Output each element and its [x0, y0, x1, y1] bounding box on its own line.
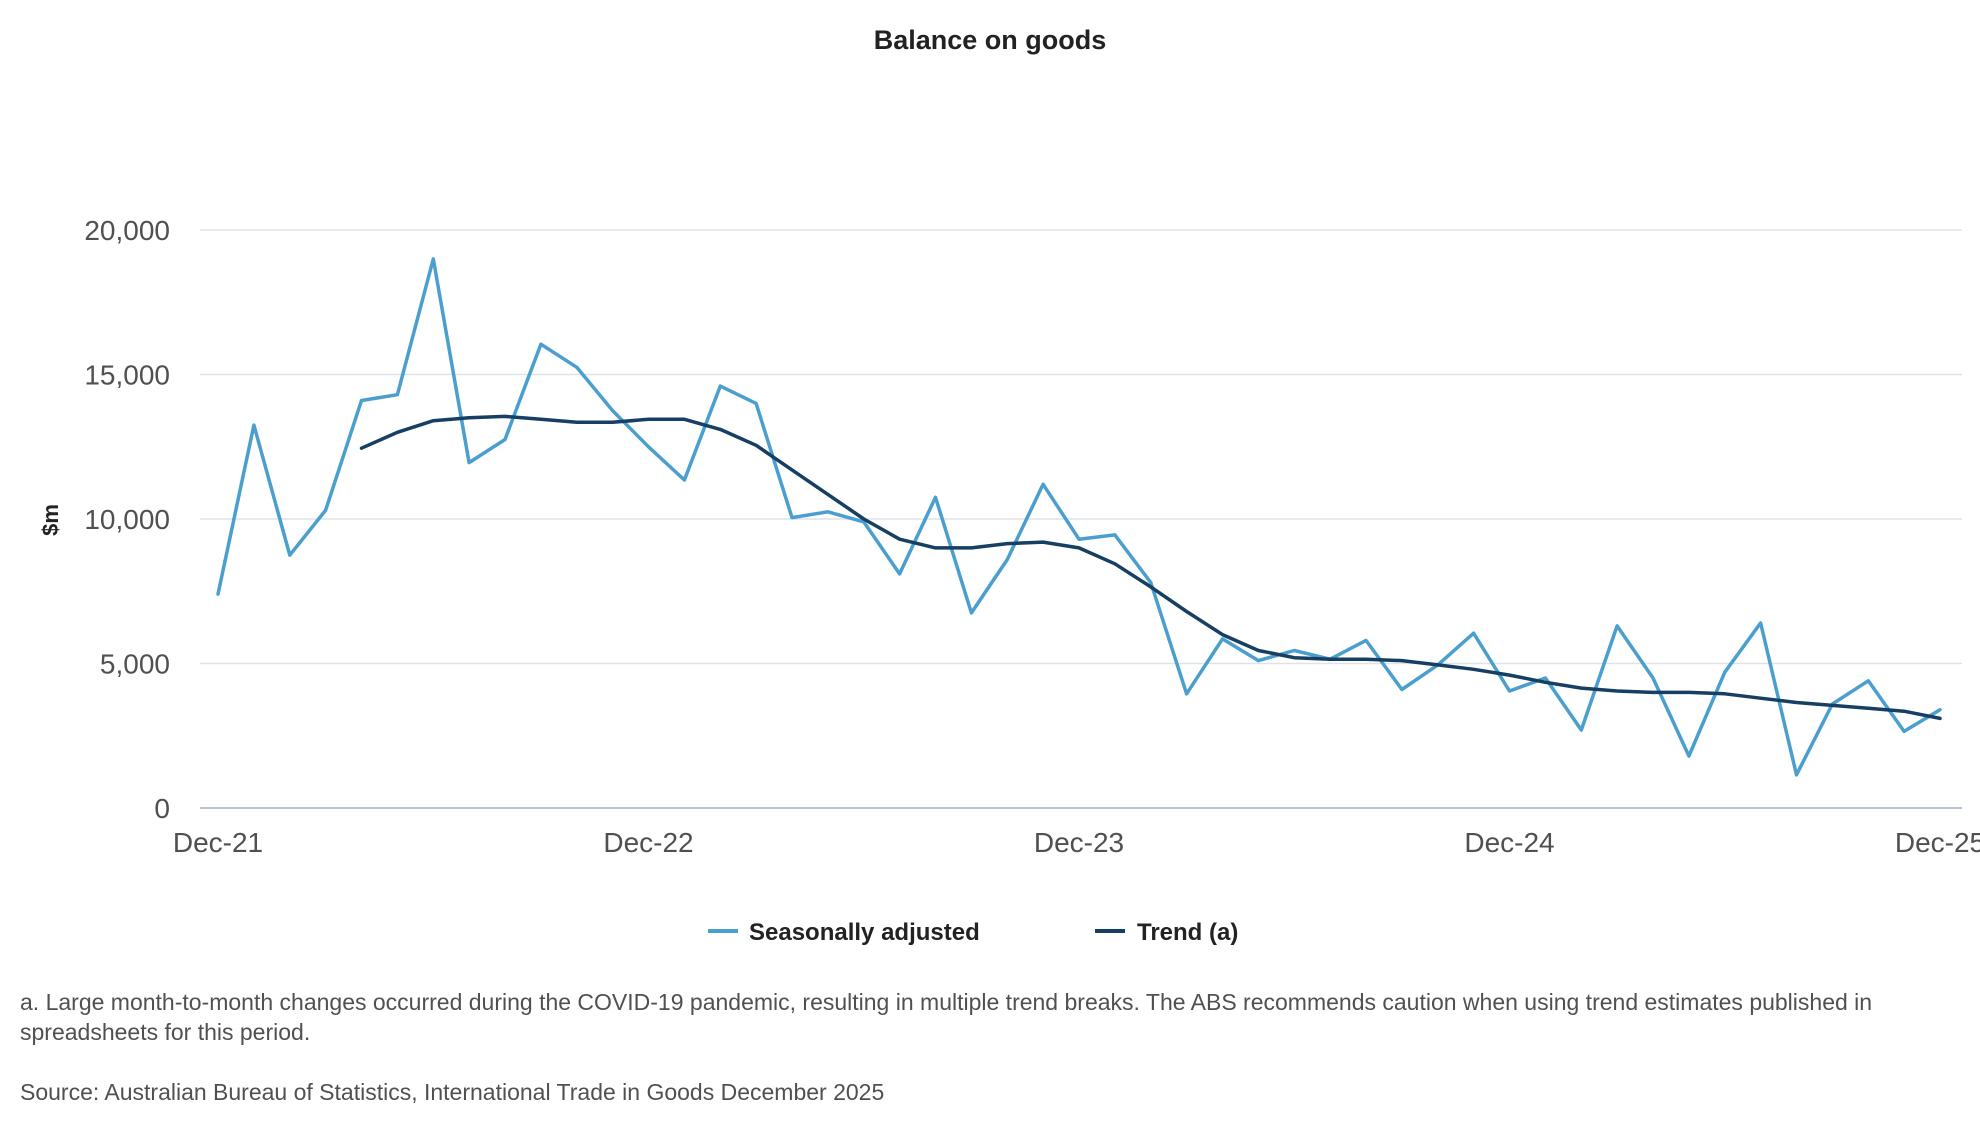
y-tick-label: 15,000	[84, 360, 170, 391]
y-tick-label: 20,000	[84, 215, 170, 246]
chart-title: Balance on goods	[874, 25, 1107, 55]
y-tick-label: 0	[154, 793, 170, 824]
legend: Seasonally adjusted Trend (a)	[708, 919, 1238, 946]
balance-on-goods-chart: Balance on goods $m 0 5,000 10,000 15,000 20…	[38, 25, 1980, 946]
series-lines	[216, 257, 1942, 777]
y-tick-label: 10,000	[84, 504, 170, 535]
legend-label-trend: Trend (a)	[1137, 919, 1238, 946]
x-tick-label: Dec-21	[173, 827, 263, 858]
chart-source: Source: Australian Bureau of Statistics,…	[20, 1079, 885, 1105]
legend-item-seasonally-adjusted[interactable]: Seasonally adjusted	[708, 919, 980, 946]
y-axis-label: $m	[38, 504, 63, 536]
legend-item-trend[interactable]: Trend (a)	[1095, 919, 1238, 946]
y-axis-ticks: 0 5,000 10,000 15,000 20,000	[84, 215, 170, 824]
chart-footnote: a. Large month-to-month changes occurred…	[20, 989, 1873, 1045]
x-tick-label: Dec-25	[1895, 827, 1980, 858]
gridlines	[200, 229, 1962, 809]
y-tick-label: 5,000	[100, 649, 170, 680]
legend-label-seasonally-adjusted: Seasonally adjusted	[749, 919, 980, 946]
series-line-trend[interactable]	[359, 414, 1942, 721]
x-tick-label: Dec-23	[1034, 827, 1124, 858]
x-tick-label: Dec-22	[603, 827, 693, 858]
x-axis-ticks: Dec-21 Dec-22 Dec-23 Dec-24 Dec-25	[173, 827, 1980, 858]
x-tick-label: Dec-24	[1464, 827, 1554, 858]
series-line-seasonally-adjusted[interactable]	[216, 257, 1942, 777]
